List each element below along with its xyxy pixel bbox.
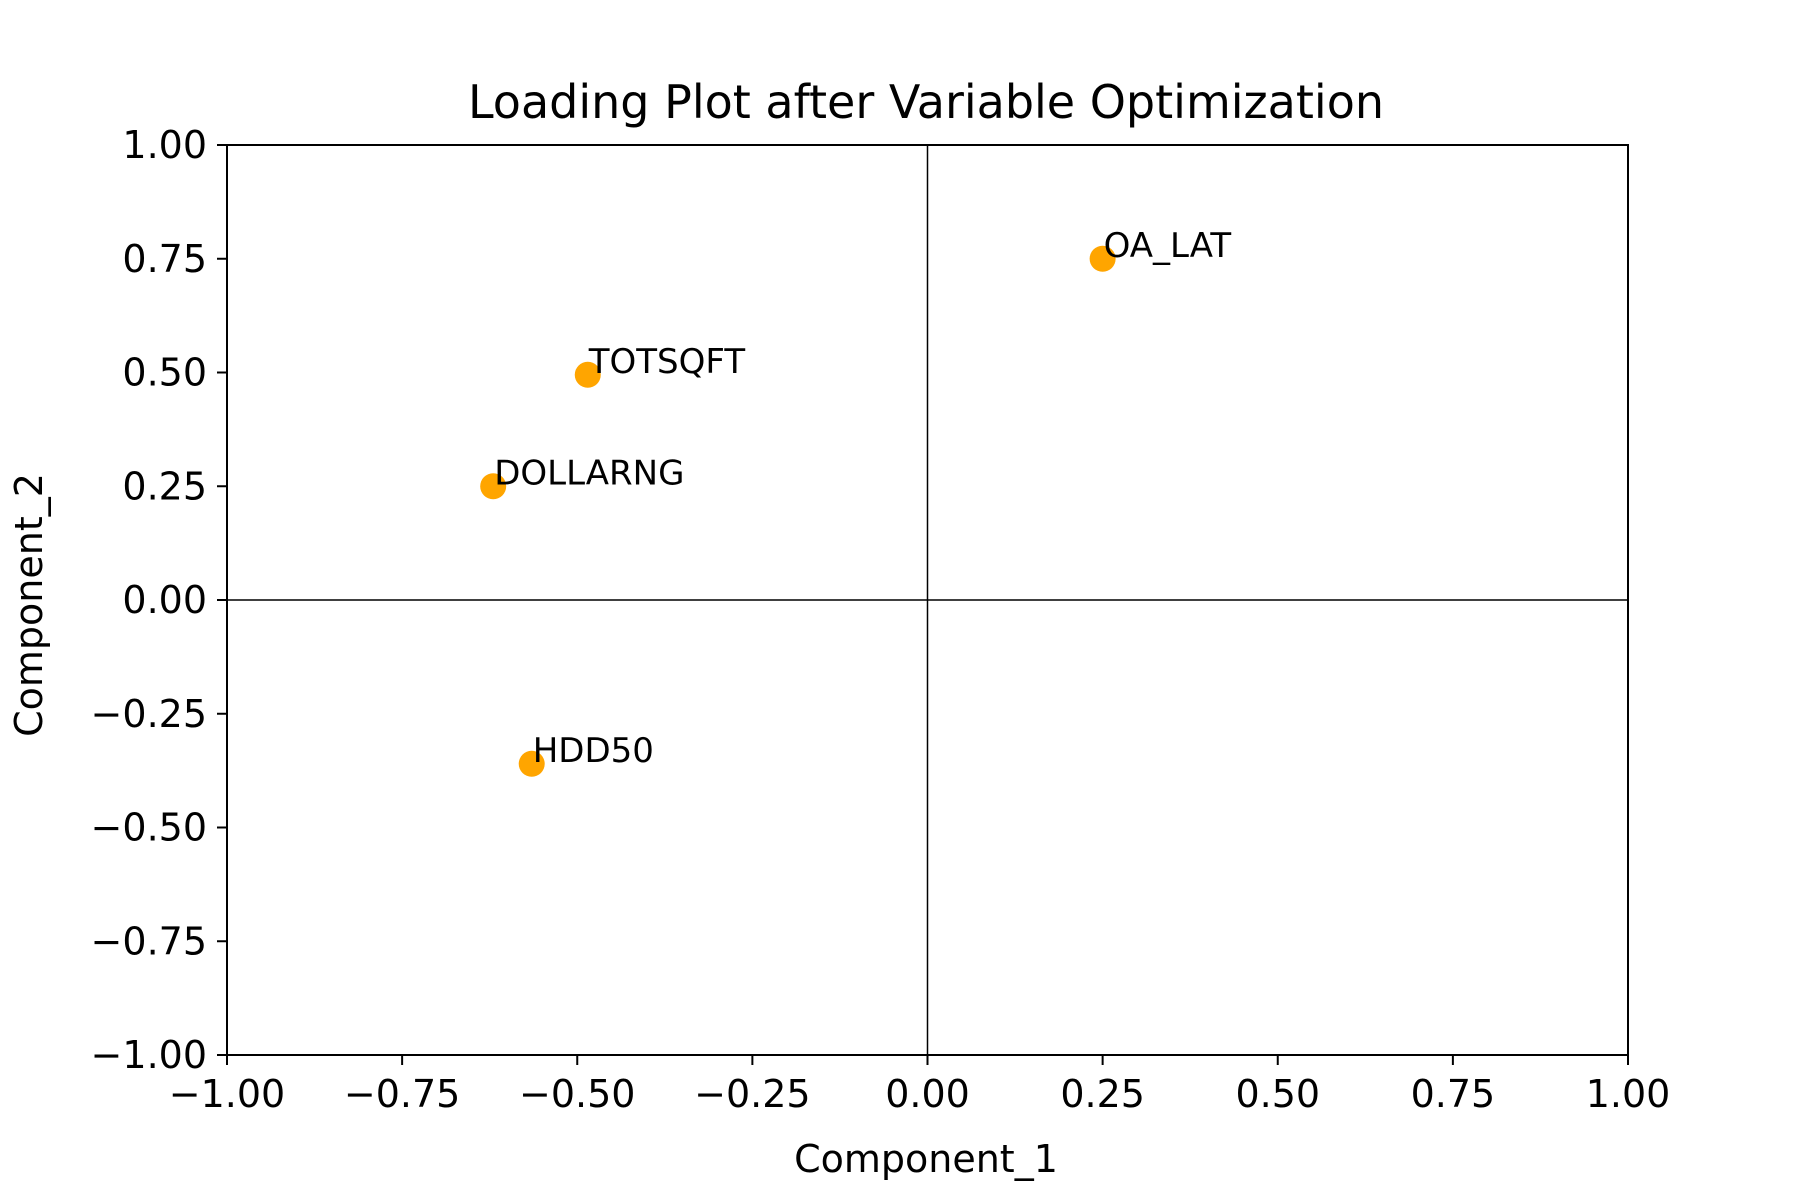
x-tick-label: 0.50 (1235, 1072, 1320, 1116)
x-tick-label: −1.00 (169, 1072, 285, 1116)
data-point (518, 750, 545, 777)
x-axis-label: Component_1 (794, 1137, 1058, 1181)
x-tick-label: 0.25 (1060, 1072, 1145, 1116)
y-tick-label: −0.75 (91, 919, 207, 963)
x-tick-label: −0.75 (344, 1072, 460, 1116)
y-tick-label: 0.50 (122, 351, 207, 395)
data-point-label: DOLLARNG (494, 453, 684, 493)
y-tick-label: −0.50 (91, 806, 207, 850)
data-point-label: OA_LAT (1104, 226, 1232, 266)
data-point (1089, 245, 1116, 272)
y-tick-label: 0.00 (122, 578, 207, 622)
y-axis-label: Component_2 (7, 473, 51, 737)
y-tick-label: −0.25 (91, 692, 207, 736)
data-point-label: HDD50 (533, 731, 654, 771)
x-tick-label: −0.50 (519, 1072, 635, 1116)
x-tick-label: 0.75 (1411, 1072, 1496, 1116)
y-tick-label: 0.25 (122, 464, 207, 508)
y-tick-label: 0.75 (122, 237, 207, 281)
data-point-label: TOTSQFT (588, 342, 746, 382)
data-point (480, 473, 507, 500)
x-tick-label: 1.00 (1586, 1072, 1671, 1116)
plot-area: −1.00 −0.75 −0.50 −0.25 0.00 0.25 0.50 0.75 1.00… (91, 123, 1671, 1116)
plot-frame (226, 144, 1629, 1056)
data-point (574, 361, 601, 388)
x-tick-label: 0.00 (885, 1072, 970, 1116)
chart-title: Loading Plot after Variable Optimization (468, 75, 1384, 129)
y-tick-label: 1.00 (122, 123, 207, 167)
y-tick-label: −1.00 (91, 1033, 207, 1077)
x-tick-label: −0.25 (694, 1072, 810, 1116)
